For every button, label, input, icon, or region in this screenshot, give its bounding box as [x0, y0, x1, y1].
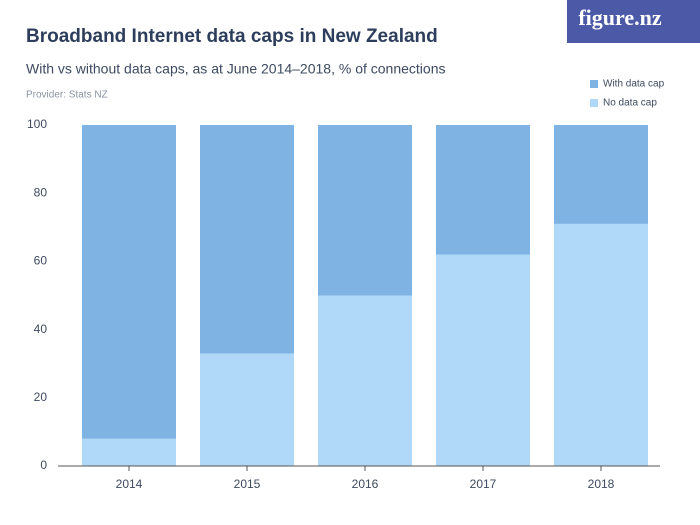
legend-swatch	[590, 99, 598, 107]
bar-segment	[318, 295, 412, 466]
bar-segment	[318, 125, 412, 296]
bar-segment	[554, 223, 648, 466]
y-tick-label: 80	[34, 185, 48, 199]
logo-box	[567, 0, 700, 43]
chart-title: Broadband Internet data caps in New Zeal…	[26, 26, 438, 47]
logo: figure.nz	[578, 5, 662, 30]
y-tick-label: 60	[34, 254, 48, 268]
y-tick-label: 40	[34, 322, 48, 336]
x-tick-label: 2016	[352, 477, 379, 491]
bar-segment	[82, 125, 176, 439]
x-tick-label: 2015	[234, 477, 261, 491]
bar-segment	[200, 353, 294, 466]
y-tick-label: 20	[34, 390, 48, 404]
x-tick-label: 2017	[470, 477, 497, 491]
bar-segment	[436, 254, 530, 466]
legend-label: No data cap	[603, 98, 657, 109]
chart-subtitle: With vs without data caps, as at June 20…	[26, 61, 445, 77]
provider: Provider: Stats NZ	[26, 90, 108, 101]
legend-label: With data cap	[603, 79, 665, 90]
y-tick-label: 100	[27, 117, 47, 131]
bar-segment	[554, 125, 648, 224]
bar-segment	[82, 438, 176, 466]
x-tick-label: 2018	[588, 477, 615, 491]
x-tick-label: 2014	[116, 477, 143, 491]
bar-segment	[436, 125, 530, 255]
legend-swatch	[590, 80, 598, 88]
bar-segment	[200, 125, 294, 354]
y-tick-label: 0	[40, 458, 47, 472]
